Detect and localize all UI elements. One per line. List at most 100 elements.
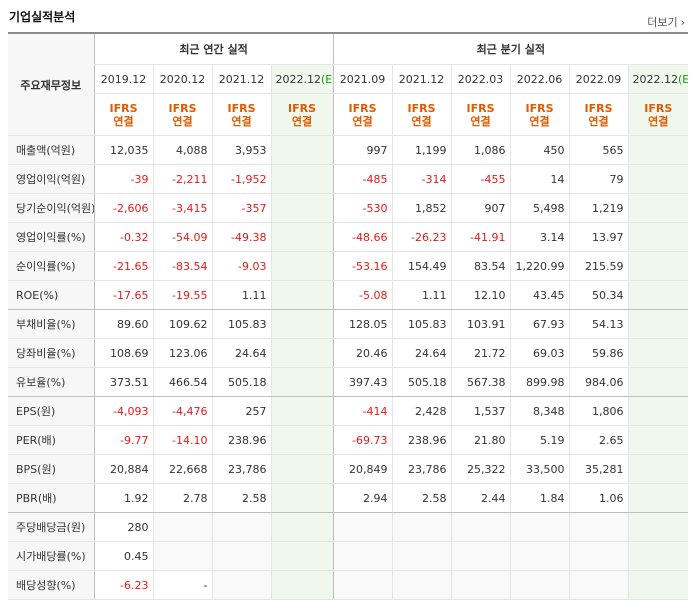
table-cell: 1.06 — [568, 483, 629, 513]
ifrs-badge: IFRS 연결 — [568, 93, 629, 136]
table-cell: 215.59 — [568, 251, 629, 281]
period-header: 2021.12 — [391, 64, 452, 94]
table-cell: 4,088 — [152, 135, 212, 165]
table-cell: -21.65 — [93, 251, 153, 281]
table-row: 당기순이익(억원) -2,606 -3,415 -357 -530 1,852 907 5,4… — [8, 193, 689, 223]
table-cell: 79 — [568, 164, 629, 194]
table-cell — [270, 338, 334, 368]
table-cell: -26.23 — [391, 222, 452, 252]
table-cell: 12,035 — [93, 135, 153, 165]
table-cell: 14 — [509, 164, 570, 194]
table-cell: 899.98 — [509, 367, 570, 397]
table-cell: 103.91 — [450, 309, 511, 339]
table-cell — [270, 135, 334, 165]
table-cell — [627, 222, 689, 252]
table-cell: 1.11 — [211, 280, 271, 310]
table-row: BPS(원) 20,884 22,668 23,786 20,849 23,786 25,3… — [8, 454, 689, 484]
table-cell: 466.54 — [152, 367, 212, 397]
table-cell: -5.08 — [332, 280, 393, 310]
table-cell: 450 — [509, 135, 570, 165]
row-label: 부채비율(%) — [8, 309, 94, 339]
table-cell — [627, 454, 689, 484]
table-cell: 20,849 — [332, 454, 393, 484]
table-cell: -6.23 — [93, 570, 153, 600]
table-row: EPS(원) -4,093 -4,476 257 -414 2,428 1,537 8,348… — [8, 396, 689, 426]
table-cell: 2.65 — [568, 425, 629, 455]
more-link[interactable]: 더보기 — [647, 14, 685, 30]
table-cell: 505.18 — [211, 367, 271, 397]
table-cell: 397.43 — [332, 367, 393, 397]
table-cell — [627, 135, 689, 165]
table-cell: 23,786 — [391, 454, 452, 484]
table-cell: 567.38 — [450, 367, 511, 397]
table-cell: 69.03 — [509, 338, 570, 368]
ifrs-badge: IFRS 연결 — [93, 93, 153, 136]
row-label: 당기순이익(억원) — [8, 193, 94, 223]
table-cell: 67.93 — [509, 309, 570, 339]
table-body: 매출액(억원) 12,035 4,088 3,953 997 1,199 1,086 450 5… — [8, 135, 689, 600]
table-cell: 22,668 — [152, 454, 212, 484]
table-cell — [270, 541, 334, 571]
table-cell — [627, 570, 689, 600]
row-label: 영업이익(억원) — [8, 164, 94, 194]
table-cell: 25,322 — [450, 454, 511, 484]
row-label: 영업이익률(%) — [8, 222, 94, 252]
table-cell: 238.96 — [211, 425, 271, 455]
table-cell: 83.54 — [450, 251, 511, 281]
table-cell: -530 — [332, 193, 393, 223]
row-label: 당좌비율(%) — [8, 338, 94, 368]
table-cell: 1,086 — [450, 135, 511, 165]
row-label: 주당배당금(원) — [8, 512, 94, 542]
table-cell: 1,199 — [391, 135, 452, 165]
period-header-row: 2019.122020.122021.122022.12(E)2021.0920… — [8, 64, 689, 94]
row-label: 순이익률(%) — [8, 251, 94, 281]
period-header: 2021.09 — [332, 64, 393, 94]
table-cell: -485 — [332, 164, 393, 194]
table-cell — [332, 570, 393, 600]
ifrs-badge: IFRS 연결 — [627, 93, 689, 136]
table-cell: 2.58 — [211, 483, 271, 513]
row-label: 배당성향(%) — [8, 570, 94, 600]
table-cell — [211, 570, 271, 600]
table-cell: 565 — [568, 135, 629, 165]
table-cell: -9.03 — [211, 251, 271, 281]
estimate-mark: (E) — [678, 72, 688, 86]
row-label: EPS(원) — [8, 396, 94, 426]
table-cell: 13.97 — [568, 222, 629, 252]
table-cell: 54.13 — [568, 309, 629, 339]
table-cell: -53.16 — [332, 251, 393, 281]
page-title: 기업실적분석 — [9, 10, 76, 24]
table-row: 유보율(%) 373.51 466.54 505.18 397.43 505.18 567.… — [8, 367, 689, 397]
table-cell: -0.32 — [93, 222, 153, 252]
table-cell: 505.18 — [391, 367, 452, 397]
table-cell — [627, 309, 689, 339]
table-cell: 33,500 — [509, 454, 570, 484]
period-header: 2019.12 — [93, 64, 153, 94]
table-row: 영업이익률(%) -0.32 -54.09 -49.38 -48.66 -26.23 -41… — [8, 222, 689, 252]
table-cell — [332, 512, 393, 542]
table-cell — [270, 396, 334, 426]
period-header: 2022.03 — [450, 64, 511, 94]
table-cell — [627, 396, 689, 426]
ifrs-badge: IFRS 연결 — [211, 93, 271, 136]
table-cell: -41.91 — [450, 222, 511, 252]
table-cell: 257 — [211, 396, 271, 426]
row-label: 매출액(억원) — [8, 135, 94, 165]
ifrs-header-row: IFRS 연결 IFRS 연결 IFRS 연결 IFRS 연결 IFRS 연결 IFRS 연결 IFRS… — [8, 93, 689, 136]
table-cell — [627, 193, 689, 223]
table-cell: 105.83 — [211, 309, 271, 339]
table-cell: -4,476 — [152, 396, 212, 426]
table-cell: -1,952 — [211, 164, 271, 194]
table-cell: -2,211 — [152, 164, 212, 194]
table-cell: 373.51 — [93, 367, 153, 397]
table-cell — [509, 512, 570, 542]
header-group-row: 주요재무정보 최근 연간 실적 최근 분기 실적 — [8, 32, 689, 136]
table-row: 시가배당률(%) 0.45 — [8, 541, 689, 571]
table-cell: 12.10 — [450, 280, 511, 310]
table-cell: 5,498 — [509, 193, 570, 223]
table-cell: 20,884 — [93, 454, 153, 484]
table-cell — [568, 570, 629, 600]
ifrs-badge: IFRS 연결 — [152, 93, 212, 136]
estimate-mark: (E) — [321, 72, 333, 86]
table-cell: -314 — [391, 164, 452, 194]
